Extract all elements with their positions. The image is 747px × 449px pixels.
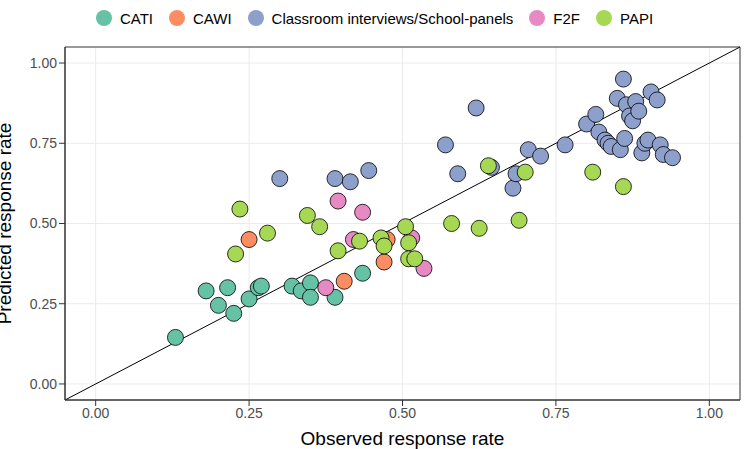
- svg-text:0.25: 0.25: [30, 296, 57, 312]
- svg-text:0.25: 0.25: [235, 405, 262, 421]
- svg-text:1.00: 1.00: [696, 405, 723, 421]
- html-text:CAWI: CAWI: [193, 9, 232, 27]
- svg-text:0.00: 0.00: [82, 405, 109, 421]
- svg-text:0.50: 0.50: [30, 215, 57, 231]
- html-text:PAPI: PAPI: [620, 9, 654, 27]
- html-text:Classroom interviews/School-pa: Classroom interviews/School-panels: [271, 9, 514, 27]
- svg-text:Predicted response rate: Predicted response rate: [8, 123, 15, 325]
- svg-text:0.75: 0.75: [542, 405, 569, 421]
- svg-text:0.00: 0.00: [30, 376, 57, 392]
- html-text:F2F: F2F: [553, 9, 580, 27]
- svg-text:Observed response rate: Observed response rate: [301, 428, 505, 449]
- svg-text:0.75: 0.75: [30, 135, 57, 151]
- html-text:CATI: CATI: [119, 9, 153, 27]
- svg-text:0.50: 0.50: [389, 405, 416, 421]
- svg-text:1.00: 1.00: [30, 55, 57, 71]
